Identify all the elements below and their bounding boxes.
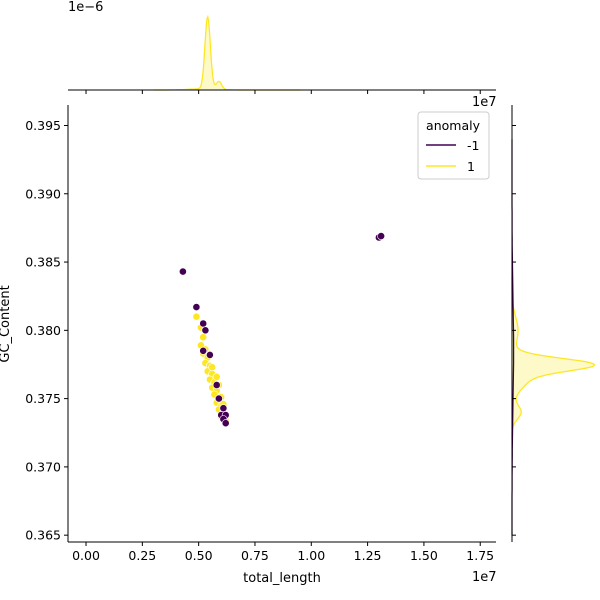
x-axis-offset-text: 1e7 (472, 570, 497, 585)
y-tick-label: 0.365 (25, 528, 61, 543)
x-tick-label: 0.50 (185, 548, 213, 563)
y-axis-label: GC_Content (0, 285, 13, 362)
scatter-point-series-neg1 (212, 381, 221, 389)
scatter-point-series-neg1 (201, 326, 210, 335)
right-marginal-kde: 1e7 (472, 95, 596, 542)
y-tick-label: 0.390 (25, 186, 61, 201)
x-axis-label: total_length (243, 571, 321, 586)
scatter-point-series-neg1 (178, 267, 187, 276)
legend-label-neg1: -1 (467, 138, 479, 153)
x-tick-label: 0.25 (128, 548, 156, 563)
right-marginal-offset-text: 1e7 (472, 95, 497, 110)
scatter-point-series-neg1 (199, 319, 208, 328)
scatter-points (178, 232, 385, 428)
scatter-panel: 0.365 0.370 0.375 0.380 0.385 0.390 0.395 0.00… (0, 105, 497, 586)
top-marginal-offset-text: 1e−6 (68, 0, 103, 15)
y-tick-label: 0.395 (25, 118, 61, 133)
y-tick-label: 0.375 (25, 391, 61, 406)
y-axis-ticks: 0.365 0.370 0.375 0.380 0.385 0.390 0.395 (25, 118, 68, 543)
x-tick-label: 0.75 (241, 548, 269, 563)
scatter-point-series-1 (212, 372, 221, 381)
scatter-point-series-neg1 (205, 350, 214, 359)
legend-title: anomaly (426, 118, 481, 133)
scatter-point-series-neg1 (192, 303, 201, 311)
x-axis-ticks: 0.00 0.25 0.50 0.75 1.00 1.25 1.50 1.75 (72, 542, 494, 563)
scatter-point-series-1 (208, 363, 217, 372)
scatter-point-series-1 (199, 333, 208, 342)
y-tick-label: 0.370 (25, 459, 61, 474)
scatter-point-series-neg1 (199, 346, 208, 355)
right-marginal-ticks (512, 124, 516, 536)
top-kde-area-1 (153, 16, 300, 90)
scatter-point-series-neg1 (219, 404, 228, 413)
top-marginal-ticks (85, 90, 481, 94)
legend: anomaly -1 1 (417, 111, 490, 180)
x-tick-label: 1.25 (354, 548, 382, 563)
y-tick-label: 0.385 (25, 255, 61, 270)
legend-label-1: 1 (467, 159, 475, 174)
top-kde-line-1 (153, 14, 300, 91)
x-tick-label: 1.75 (466, 548, 494, 563)
x-tick-label: 1.50 (410, 548, 438, 563)
scatter-point-series-neg1 (377, 232, 385, 240)
scatter-point-series-neg1 (214, 394, 223, 403)
top-marginal-kde: 1e−6 (68, 0, 496, 94)
scatter-point-series-neg1 (221, 419, 230, 428)
y-tick-label: 0.380 (25, 323, 61, 338)
x-tick-label: 0.00 (72, 548, 100, 563)
x-tick-label: 1.00 (297, 548, 325, 563)
scatter-point-series-1 (192, 312, 201, 321)
